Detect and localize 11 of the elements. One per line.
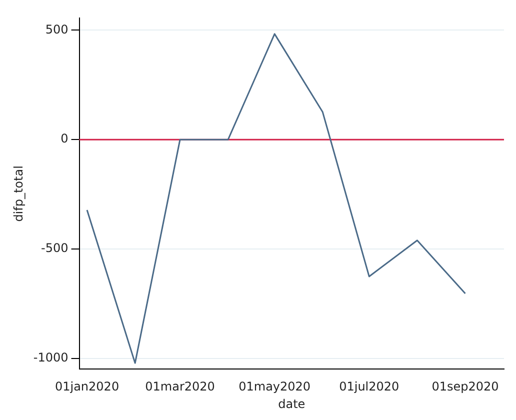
x-tick-label: 01jan2020	[54, 380, 120, 394]
x-axis-title: date	[278, 396, 306, 411]
y-tick-label: 500	[45, 22, 68, 36]
x-tick-label: 01mar2020	[145, 380, 215, 394]
y-axis-title: difp_total	[11, 166, 26, 222]
x-tick-label: 01sep2020	[432, 380, 499, 394]
y-tick-label: 0	[60, 132, 68, 146]
x-tick-label: 01jul2020	[339, 380, 400, 394]
x-tick-label: 01may2020	[238, 380, 311, 394]
y-tick-label: -500	[41, 241, 68, 256]
y-tick-label: -1000	[33, 350, 68, 364]
